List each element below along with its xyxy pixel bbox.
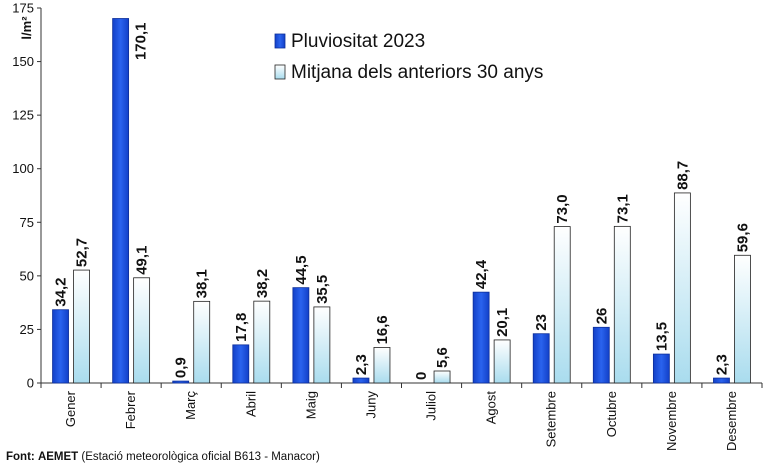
legend-swatch-pluviositat-2023	[274, 33, 286, 49]
x-tick-label: Juliol	[424, 391, 439, 421]
x-tick-label: Febrer	[123, 390, 138, 429]
data-label: 38,2	[254, 269, 271, 298]
data-label: 59,6	[734, 223, 751, 252]
data-label: 5,6	[434, 347, 451, 368]
data-label: 0,9	[173, 357, 190, 378]
bar-pluviositat-2023	[292, 287, 310, 384]
bar-mitjana-30-anys	[613, 225, 631, 384]
x-tick-label: Març	[183, 391, 198, 420]
source-prefix: Font:	[6, 451, 35, 463]
y-tick-label: 25	[20, 322, 34, 337]
bar-mitjana-30-anys	[133, 277, 151, 384]
bar-mitjana-30-anys	[193, 300, 211, 384]
data-label: 2,3	[713, 354, 730, 375]
legend-swatch-mitjana-30-anys	[274, 64, 286, 80]
y-tick-label: 0	[27, 376, 34, 391]
y-tick-label: 150	[12, 54, 34, 69]
data-label: 17,8	[233, 313, 250, 342]
data-label: 0	[413, 372, 430, 380]
bar-pluviositat-2023	[652, 353, 670, 384]
bar-mitjana-30-anys	[673, 192, 691, 384]
bar-pluviositat-2023	[352, 377, 370, 384]
data-label: 16,6	[374, 315, 391, 344]
y-tick-label: 50	[20, 268, 34, 283]
bar-pluviositat-2023	[112, 18, 130, 384]
x-tick-label: Abril	[243, 391, 258, 417]
bar-mitjana-30-anys	[373, 347, 391, 384]
data-label: 34,2	[53, 278, 70, 307]
data-label: 38,1	[194, 269, 211, 298]
legend-label-pluviositat-2023: Pluviositat 2023	[291, 31, 425, 52]
data-label: 44,5	[293, 255, 310, 284]
bar-mitjana-30-anys	[313, 306, 331, 384]
data-label: 73,1	[614, 194, 631, 223]
bar-mitjana-30-anys	[553, 226, 571, 384]
bar-mitjana-30-anys	[493, 339, 511, 384]
y-axis-label: l/m²	[19, 16, 34, 40]
data-label: 49,1	[134, 246, 151, 275]
y-tick-label: 125	[12, 108, 34, 123]
data-label: 2,3	[353, 354, 370, 375]
data-label: 13,5	[653, 322, 670, 351]
source-org: AEMET	[37, 451, 79, 463]
bar-mitjana-30-anys	[253, 300, 271, 384]
data-label: 170,1	[133, 23, 150, 61]
bar-pluviositat-2023	[532, 333, 550, 384]
bar-mitjana-30-anys	[433, 370, 451, 384]
y-tick-label: 100	[12, 161, 34, 176]
x-tick-label: Desembre	[724, 391, 739, 450]
bar-mitjana-30-anys	[734, 254, 751, 384]
y-tick-label: 75	[20, 215, 34, 230]
x-tick-label: Agost	[484, 391, 499, 425]
x-tick-label: Setembre	[544, 391, 559, 447]
data-label: 88,7	[674, 161, 691, 190]
x-tick-label: Octubre	[604, 391, 619, 437]
bar-pluviositat-2023	[713, 377, 730, 384]
y-tick-label: 175	[12, 1, 34, 16]
data-label: 52,7	[74, 238, 91, 267]
legend-label-mitjana-30-anys: Mitjana dels anteriors 30 anys	[291, 62, 543, 83]
data-label: 26	[593, 308, 610, 325]
data-label: 23	[533, 314, 550, 331]
bar-mitjana-30-anys	[73, 269, 90, 384]
source-note: Font: AEMET (Estació meteorològica ofici…	[6, 451, 320, 463]
bar-pluviositat-2023	[232, 344, 250, 384]
x-tick-label: Maig	[303, 391, 318, 419]
data-label: 20,1	[494, 308, 511, 337]
data-label: 42,4	[473, 259, 490, 289]
source-detail: (Estació meteorològica oficial B613 - Ma…	[81, 451, 320, 463]
data-label: 73,0	[554, 194, 571, 223]
bar-pluviositat-2023	[172, 380, 190, 384]
bar-pluviositat-2023	[52, 309, 69, 384]
x-tick-label: Gener	[63, 390, 78, 427]
bar-pluviositat-2023	[592, 326, 610, 384]
bar-pluviositat-2023	[472, 291, 490, 384]
x-tick-label: Juny	[363, 391, 378, 419]
x-tick-label: Novembre	[664, 391, 679, 450]
data-label: 35,5	[314, 275, 331, 304]
